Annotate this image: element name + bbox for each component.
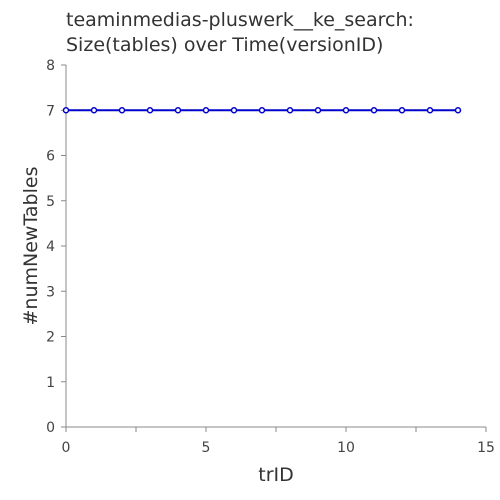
x-axis-label: trID bbox=[258, 464, 294, 486]
data-point bbox=[314, 107, 322, 114]
chart-title: teaminmedias-pluswerk__ke_search: Size(t… bbox=[66, 9, 414, 56]
y-tick-label: 8 bbox=[46, 58, 55, 74]
data-point bbox=[230, 107, 238, 114]
y-axis-label: #numNewTables bbox=[20, 167, 42, 326]
y-tick-label: 2 bbox=[46, 330, 55, 346]
data-point bbox=[398, 107, 406, 114]
y-tick-label: 3 bbox=[46, 284, 55, 300]
x-tick-label: 15 bbox=[477, 440, 495, 456]
data-point bbox=[146, 107, 154, 114]
y-tick-label: 0 bbox=[46, 420, 55, 436]
y-tick-label: 6 bbox=[46, 149, 55, 165]
data-point bbox=[174, 107, 182, 114]
y-tick-label: 4 bbox=[46, 239, 55, 255]
y-tick-label: 7 bbox=[46, 103, 55, 119]
chart-title-line-2: Size(tables) over Time(versionID) bbox=[66, 34, 383, 56]
data-point bbox=[118, 107, 126, 114]
x-tick-label: 0 bbox=[62, 440, 71, 456]
data-point bbox=[454, 107, 462, 114]
y-tick-label: 5 bbox=[46, 194, 55, 210]
axes bbox=[65, 65, 486, 428]
data-point bbox=[286, 107, 294, 114]
x-tick-label: 10 bbox=[337, 440, 355, 456]
ticks: 0 1 2 3 4 5 6 7 8 0 5 10 15 bbox=[46, 58, 495, 456]
data-point bbox=[370, 107, 378, 114]
chart-title-line-1: teaminmedias-pluswerk__ke_search: bbox=[66, 9, 414, 31]
series-layer bbox=[62, 107, 462, 114]
data-point bbox=[258, 107, 266, 114]
data-point bbox=[62, 107, 70, 114]
data-point bbox=[202, 107, 210, 114]
data-point bbox=[426, 107, 434, 114]
x-tick-label: 5 bbox=[202, 440, 211, 456]
y-tick-label: 1 bbox=[46, 375, 55, 391]
data-point bbox=[90, 107, 98, 114]
data-point bbox=[342, 107, 350, 114]
